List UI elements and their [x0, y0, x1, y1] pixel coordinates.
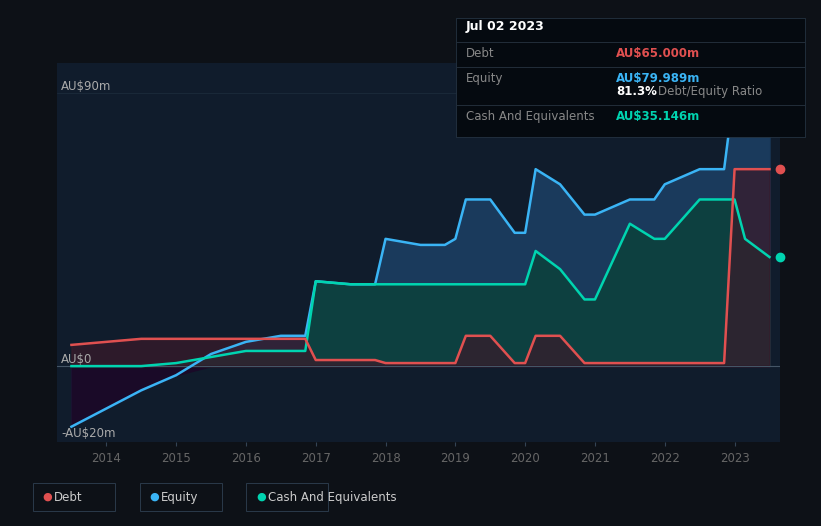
- Text: Jul 02 2023: Jul 02 2023: [466, 20, 544, 33]
- Text: AU$0: AU$0: [61, 353, 92, 366]
- Text: ●: ●: [256, 492, 266, 502]
- Text: ●: ●: [43, 492, 53, 502]
- Text: Debt: Debt: [54, 491, 83, 503]
- Text: -AU$20m: -AU$20m: [61, 427, 116, 440]
- Text: AU$35.146m: AU$35.146m: [616, 110, 700, 123]
- Text: Equity: Equity: [466, 72, 503, 85]
- Text: AU$79.989m: AU$79.989m: [616, 72, 700, 85]
- Text: AU$90m: AU$90m: [61, 80, 112, 94]
- Text: AU$65.000m: AU$65.000m: [616, 47, 699, 60]
- Text: Equity: Equity: [161, 491, 199, 503]
- Text: ●: ●: [149, 492, 159, 502]
- Text: Cash And Equivalents: Cash And Equivalents: [466, 110, 594, 123]
- Text: Debt/Equity Ratio: Debt/Equity Ratio: [658, 85, 763, 98]
- Text: Cash And Equivalents: Cash And Equivalents: [268, 491, 397, 503]
- Text: Debt: Debt: [466, 47, 494, 60]
- Text: 81.3%: 81.3%: [616, 85, 657, 98]
